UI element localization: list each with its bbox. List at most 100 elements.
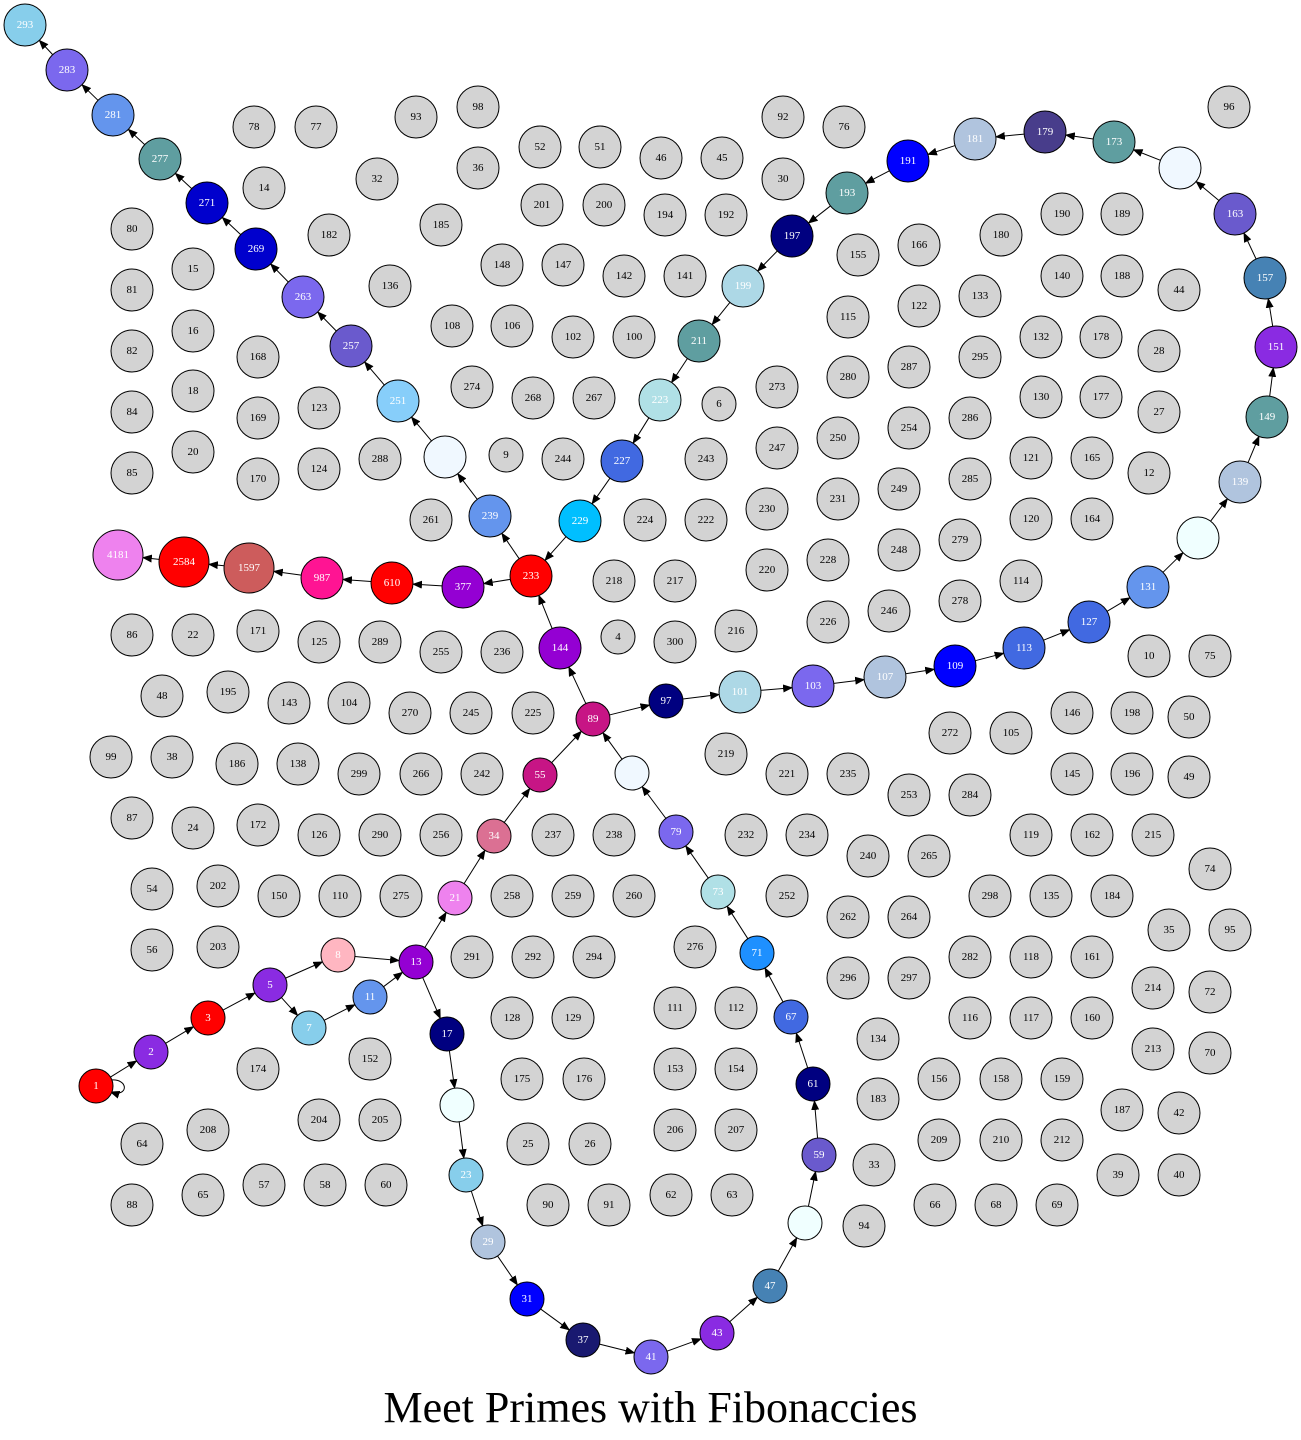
node-label: 246	[881, 605, 898, 617]
node-circle	[587, 1183, 631, 1227]
node-circle	[171, 613, 215, 657]
node-circle	[110, 390, 154, 434]
node-987: 987	[300, 556, 344, 600]
node-label: 219	[718, 748, 735, 760]
node-294: 294	[572, 935, 616, 979]
node-label: 16	[188, 325, 200, 337]
node-circle	[171, 247, 215, 291]
node-label: 145	[1064, 768, 1081, 780]
node-label: 59	[814, 1149, 826, 1161]
node-circle	[958, 335, 1002, 379]
node-131: 131	[1126, 565, 1170, 609]
node-circle	[700, 874, 736, 910]
node-label: 26	[585, 1138, 597, 1150]
edge-271-277	[174, 172, 193, 190]
node-circle	[297, 386, 341, 430]
node-147: 147	[541, 243, 585, 287]
node-107: 107	[863, 655, 907, 699]
node-label: 147	[555, 259, 572, 271]
node-circle	[300, 556, 344, 600]
node-label: 146	[1064, 707, 1081, 719]
node-label: 43	[712, 1327, 724, 1339]
node-208: 208	[186, 1108, 230, 1152]
node-circle	[877, 528, 921, 572]
node-circle	[1158, 146, 1202, 190]
node-label: 216	[728, 625, 745, 637]
node-label: 251	[390, 395, 407, 407]
node-287: 287	[887, 345, 931, 389]
node-circle	[551, 996, 595, 1040]
node-174: 174	[236, 1047, 280, 1091]
node-label: 130	[1033, 391, 1050, 403]
node-label: 154	[728, 1063, 745, 1075]
node-111: 111	[653, 986, 697, 1030]
node-132: 132	[1019, 315, 1063, 359]
node-circle	[551, 874, 595, 918]
node-75: 75	[1188, 634, 1232, 678]
node-45: 45	[700, 136, 744, 180]
node-label: 205	[372, 1114, 389, 1126]
node-circle	[643, 193, 687, 237]
node-213: 213	[1131, 1027, 1175, 1071]
node-label: 266	[413, 768, 430, 780]
node-circle	[653, 620, 697, 664]
node-184: 184	[1090, 874, 1134, 918]
node-circle	[568, 1122, 612, 1166]
node-label: 14	[259, 182, 271, 194]
node-circle	[745, 548, 789, 592]
node-circle	[897, 284, 941, 328]
node-label: 289	[372, 636, 389, 648]
node-119: 119	[1009, 813, 1053, 857]
node-circle	[522, 757, 558, 793]
node-label: 78	[249, 121, 261, 133]
node-62: 62	[649, 1173, 693, 1217]
node-circle	[1070, 996, 1114, 1040]
node-label: 211	[691, 335, 707, 347]
node-circle	[398, 944, 434, 980]
node-circle	[355, 157, 399, 201]
node-101: 101	[718, 670, 762, 714]
node-label: 294	[586, 951, 603, 963]
node-23: 23	[448, 1157, 484, 1193]
node-circle	[91, 93, 135, 137]
node-label: 177	[1093, 391, 1110, 403]
edge-71-73	[726, 905, 749, 939]
node-label: 121	[1023, 452, 1040, 464]
node-4: 4	[600, 619, 636, 655]
node-circle	[140, 674, 184, 718]
node-290: 290	[358, 813, 402, 857]
node-165: 165	[1070, 436, 1114, 480]
node-circle	[291, 1010, 327, 1046]
node-circle	[320, 937, 356, 973]
node-label: 171	[250, 625, 267, 637]
node-170: 170	[236, 457, 280, 501]
node-label: 151	[1268, 341, 1285, 353]
node-circle	[653, 1047, 697, 1091]
node-circle	[1035, 1183, 1079, 1227]
node-label: 96	[1224, 101, 1236, 113]
node-label: 71	[752, 947, 763, 959]
node-241	[423, 435, 467, 479]
node-circle	[376, 379, 420, 423]
node-label: 232	[738, 829, 755, 841]
node-94: 94	[842, 1204, 886, 1248]
node-label: 81	[127, 284, 138, 296]
edge-8-13	[354, 955, 401, 964]
node-label: 161	[1084, 951, 1101, 963]
node-138: 138	[276, 742, 320, 786]
node-circle	[785, 813, 829, 857]
node-68: 68	[974, 1183, 1018, 1227]
node-label: 229	[572, 515, 589, 527]
edge-37-41	[599, 1343, 636, 1355]
node-label: 54	[147, 883, 159, 895]
node-154: 154	[714, 1047, 758, 1091]
node-circle	[826, 295, 870, 339]
node-59: 59	[801, 1137, 837, 1173]
node-112: 112	[714, 986, 758, 1030]
node-label: 87	[127, 812, 139, 824]
node-267: 267	[572, 376, 616, 420]
node-circle	[638, 378, 682, 422]
node-label: 28	[1154, 345, 1166, 357]
node-circle	[206, 670, 250, 714]
node-34: 34	[476, 818, 512, 854]
